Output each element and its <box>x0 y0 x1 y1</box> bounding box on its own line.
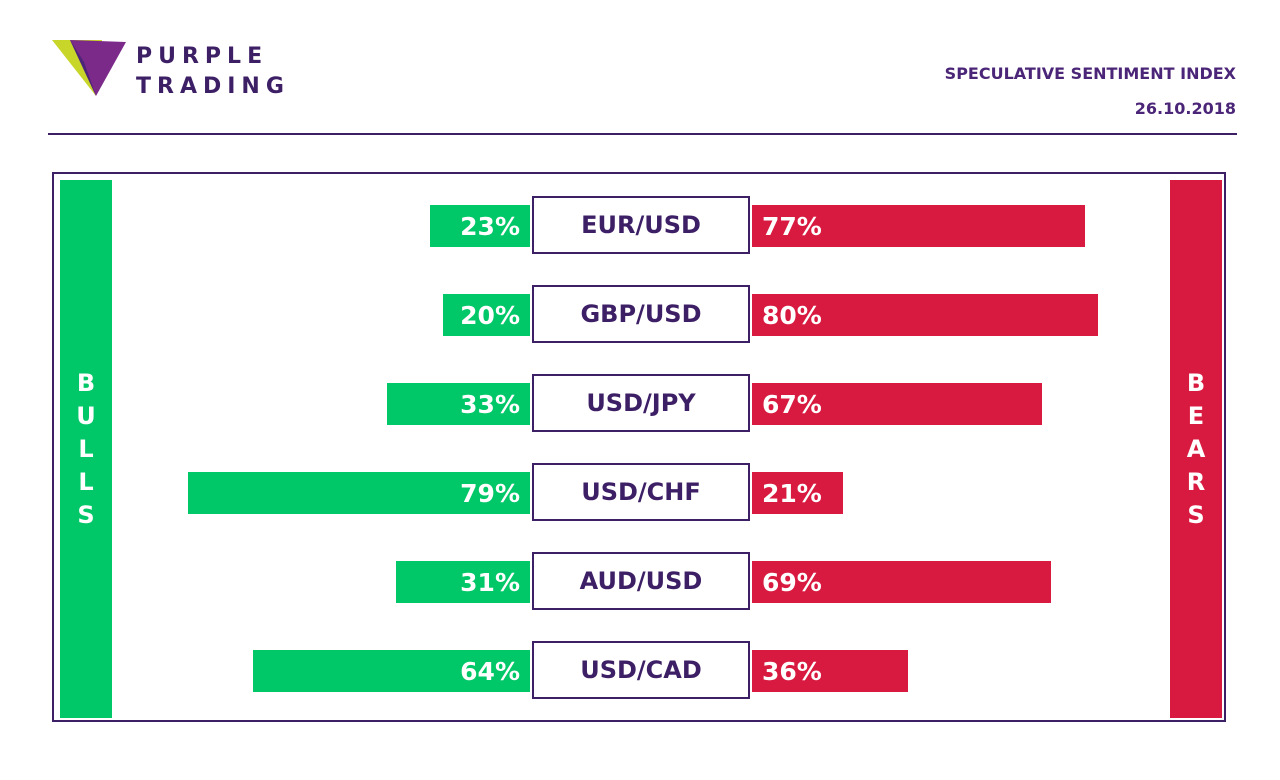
bears-label: B E A R S <box>1186 368 1206 529</box>
bulls-side-bar: B U L L S <box>60 180 112 718</box>
logo-wordmark: PURPLE TRADING <box>136 42 290 102</box>
header-info: SPECULATIVE SENTIMENT INDEX 26.10.2018 <box>945 56 1236 126</box>
page-title: SPECULATIVE SENTIMENT INDEX <box>944 64 1236 83</box>
logo-line-1: PURPLE <box>136 44 269 69</box>
bull-bar: 31% <box>396 561 530 603</box>
currency-pair-label: USD/JPY <box>532 374 750 432</box>
currency-pair-label: GBP/USD <box>532 285 750 343</box>
chart-frame <box>52 172 1226 722</box>
report-date: 26.10.2018 <box>1134 99 1236 118</box>
bull-value-label: 20% <box>460 300 520 330</box>
bulls-label: B U L L S <box>76 368 96 529</box>
bull-value-label: 79% <box>460 478 520 508</box>
bear-value-label: 36% <box>762 656 822 686</box>
bull-bar: 64% <box>253 650 530 692</box>
bull-value-label: 33% <box>460 389 520 419</box>
currency-pair-label: EUR/USD <box>532 196 750 254</box>
bear-bar: 67% <box>752 383 1042 425</box>
currency-pair-label: USD/CAD <box>532 641 750 699</box>
bear-bar: 80% <box>752 294 1098 336</box>
bull-bar: 79% <box>188 472 530 514</box>
header-divider <box>48 133 1237 135</box>
logo-line-2: TRADING <box>136 74 290 99</box>
bull-bar: 23% <box>430 205 530 247</box>
bear-value-label: 69% <box>762 567 822 597</box>
bear-bar: 77% <box>752 205 1085 247</box>
bear-bar: 21% <box>752 472 843 514</box>
currency-pair-label: AUD/USD <box>532 552 750 610</box>
bear-value-label: 80% <box>762 300 822 330</box>
purple-trading-logo: PURPLE TRADING <box>50 38 320 100</box>
bull-bar: 33% <box>387 383 530 425</box>
bear-value-label: 67% <box>762 389 822 419</box>
bull-value-label: 23% <box>460 211 520 241</box>
bear-value-label: 77% <box>762 211 822 241</box>
logo-mark-icon <box>52 40 126 96</box>
bear-bar: 69% <box>752 561 1051 603</box>
bear-value-label: 21% <box>762 478 822 508</box>
bull-value-label: 31% <box>460 567 520 597</box>
bull-value-label: 64% <box>460 656 520 686</box>
bears-side-bar: B E A R S <box>1170 180 1222 718</box>
currency-pair-label: USD/CHF <box>532 463 750 521</box>
bull-bar: 20% <box>443 294 530 336</box>
bear-bar: 36% <box>752 650 908 692</box>
